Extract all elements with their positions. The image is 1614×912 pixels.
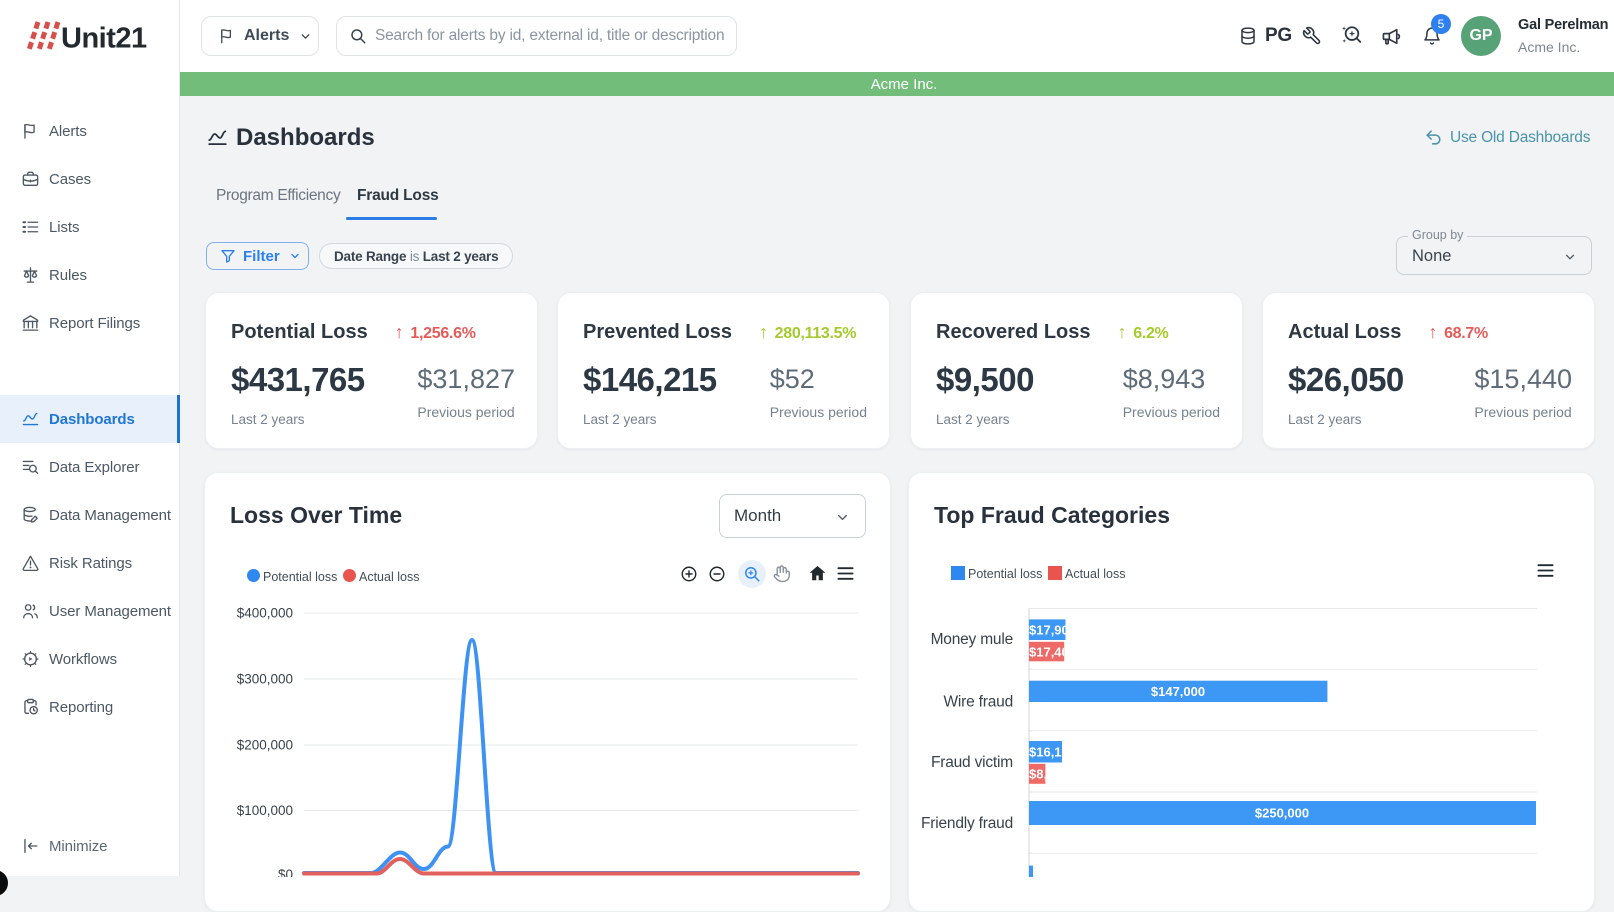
svg-text:$0: $0: [278, 867, 293, 877]
svg-text:Fraud victim: Fraud victim: [931, 754, 1013, 771]
svg-text:$8,100: $8,100: [1029, 767, 1069, 782]
svg-text:$300,000: $300,000: [237, 672, 293, 687]
svg-text:$250,000: $250,000: [1255, 806, 1309, 821]
svg-text:Wire fraud: Wire fraud: [944, 694, 1014, 711]
svg-text:$16,150: $16,150: [1029, 745, 1076, 760]
svg-text:Friendly fraud: Friendly fraud: [921, 815, 1013, 832]
svg-text:Unit21: Unit21: [61, 23, 147, 53]
svg-text:$200,000: $200,000: [237, 738, 293, 753]
svg-text:$17,400: $17,400: [1029, 645, 1076, 660]
svg-text:Money mule: Money mule: [931, 631, 1013, 648]
svg-text:$17,900: $17,900: [1029, 623, 1076, 638]
svg-text:$400,000: $400,000: [237, 606, 293, 621]
svg-text:$100,000: $100,000: [237, 803, 293, 818]
svg-text:$147,000: $147,000: [1151, 684, 1205, 699]
